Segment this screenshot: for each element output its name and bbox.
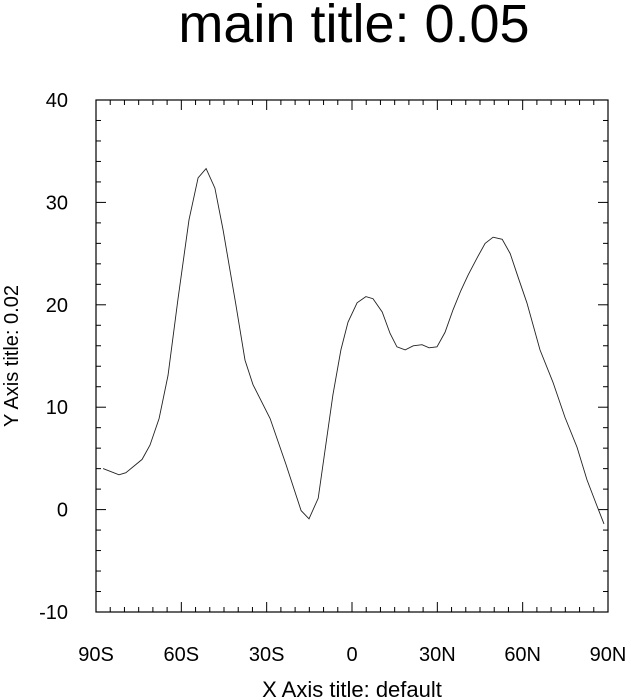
- y-tick-label: -10: [39, 602, 68, 624]
- x-tick-label: 30N: [419, 644, 456, 666]
- series-line: [102, 167, 605, 525]
- x-tick-label: 60S: [164, 644, 200, 666]
- x-tick-label: 60N: [504, 644, 541, 666]
- chart-title: main title: 0.05: [178, 0, 529, 54]
- y-tick-label: 30: [46, 192, 68, 214]
- x-axis-title: X Axis title: default: [262, 677, 442, 700]
- y-tick-label: 40: [46, 90, 68, 112]
- y-tick-label: 0: [57, 500, 68, 522]
- x-tick-label: 30S: [249, 644, 285, 666]
- y-tick-label: 10: [46, 397, 68, 419]
- x-tick-label: 0: [346, 644, 357, 666]
- y-tick-label: 20: [46, 295, 68, 317]
- axis-ticks: [95, 99, 609, 613]
- x-tick-label: 90S: [78, 644, 114, 666]
- plot-frame: [95, 99, 609, 613]
- tick-labels: 90S 60S 30S 0 30N 60N 90N -10 0 10 20 30 40: [39, 90, 626, 666]
- x-tick-label: 90N: [590, 644, 627, 666]
- y-axis-title: Y Axis title: 0.02: [1, 285, 23, 427]
